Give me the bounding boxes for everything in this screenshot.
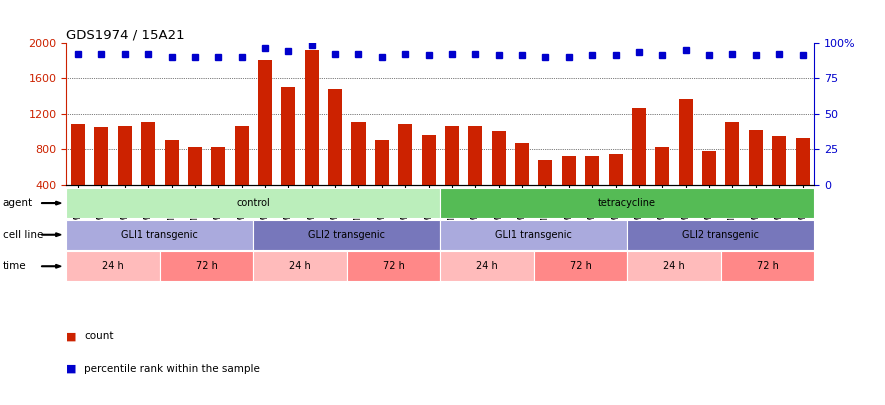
Bar [702, 151, 716, 185]
Bar [421, 135, 435, 185]
Bar [253, 251, 347, 281]
Text: percentile rank within the sample: percentile rank within the sample [84, 364, 260, 373]
Bar [66, 188, 441, 218]
Bar [66, 251, 160, 281]
Text: GDS1974 / 15A21: GDS1974 / 15A21 [66, 28, 185, 41]
Bar [726, 122, 740, 185]
Text: 24 h: 24 h [476, 261, 498, 271]
Text: control: control [236, 198, 270, 208]
Bar [398, 124, 412, 185]
Bar [160, 251, 253, 281]
Bar [281, 87, 296, 185]
Bar [749, 130, 763, 185]
Bar [655, 147, 669, 185]
Bar [142, 122, 155, 185]
Bar [375, 140, 389, 185]
Bar [627, 251, 720, 281]
Bar [627, 220, 814, 250]
Text: 72 h: 72 h [382, 261, 404, 271]
Text: agent: agent [3, 198, 33, 208]
Bar [165, 140, 179, 185]
Bar [188, 147, 202, 185]
Text: 24 h: 24 h [289, 261, 311, 271]
Bar [351, 122, 366, 185]
Bar [632, 108, 646, 185]
Bar [534, 251, 627, 281]
Bar [258, 60, 272, 185]
Text: GLI1 transgenic: GLI1 transgenic [121, 230, 198, 240]
Text: GLI2 transgenic: GLI2 transgenic [308, 230, 385, 240]
Bar [720, 251, 814, 281]
Bar [515, 143, 529, 185]
Bar [772, 136, 786, 185]
Text: 72 h: 72 h [757, 261, 779, 271]
Bar [445, 126, 459, 185]
Bar [562, 156, 576, 185]
Text: 72 h: 72 h [570, 261, 591, 271]
Bar [66, 220, 253, 250]
Bar [118, 126, 132, 185]
Bar [235, 126, 249, 185]
Text: GLI2 transgenic: GLI2 transgenic [682, 230, 759, 240]
Text: ■: ■ [66, 331, 77, 341]
Text: tetracycline: tetracycline [598, 198, 657, 208]
Bar [347, 251, 441, 281]
Bar [796, 139, 810, 185]
Bar [609, 154, 622, 185]
Bar [253, 220, 441, 250]
Bar [71, 124, 85, 185]
Text: 24 h: 24 h [103, 261, 124, 271]
Bar [441, 251, 534, 281]
Bar [492, 131, 505, 185]
Bar [538, 160, 552, 185]
Bar [441, 220, 627, 250]
Bar [304, 50, 319, 185]
Bar [679, 99, 693, 185]
Text: time: time [3, 261, 27, 271]
Text: GLI1 transgenic: GLI1 transgenic [496, 230, 573, 240]
Text: ■: ■ [66, 364, 77, 373]
Bar [441, 188, 814, 218]
Text: count: count [84, 331, 113, 341]
Bar [212, 147, 226, 185]
Text: 72 h: 72 h [196, 261, 218, 271]
Bar [328, 89, 342, 185]
Text: cell line: cell line [3, 230, 43, 240]
Bar [468, 126, 482, 185]
Bar [585, 156, 599, 185]
Bar [95, 127, 109, 185]
Text: 24 h: 24 h [663, 261, 685, 271]
